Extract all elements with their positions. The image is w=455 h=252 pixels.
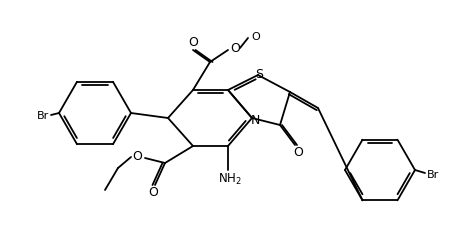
Text: O: O — [250, 32, 259, 42]
Text: O: O — [148, 186, 157, 200]
Text: Br: Br — [426, 170, 438, 180]
Text: O: O — [230, 42, 239, 54]
Text: NH$_2$: NH$_2$ — [217, 171, 241, 186]
Text: O: O — [132, 149, 142, 163]
Text: S: S — [254, 68, 263, 80]
Text: Br: Br — [37, 111, 49, 121]
Text: O: O — [293, 145, 302, 159]
Text: N: N — [250, 114, 259, 128]
Text: O: O — [187, 37, 197, 49]
